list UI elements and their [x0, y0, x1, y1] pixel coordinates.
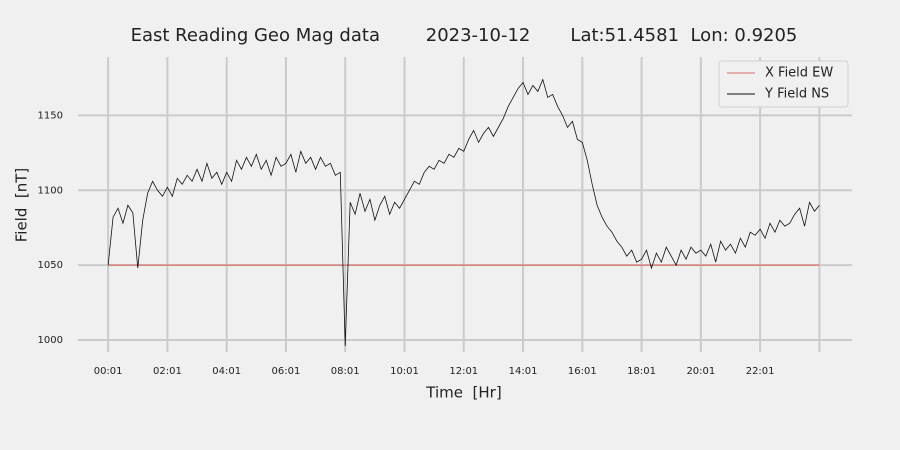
y-axis-label: Field [nT] — [13, 168, 31, 243]
legend-label: Y Field NS — [764, 87, 829, 102]
x-tick-label: 14:01 — [509, 366, 538, 377]
x-tick-label: 06:01 — [272, 366, 301, 377]
data-line — [107, 78, 820, 347]
x-tick-label: 10:01 — [390, 366, 419, 377]
x-tick-label: 04:01 — [212, 366, 241, 377]
x-tick-label: 16:01 — [568, 366, 597, 377]
y-tick-label: 1150 — [38, 110, 63, 121]
x-tick-label: 22:01 — [746, 366, 775, 377]
chart-title: East Reading Geo Mag data 2023-10-12 Lat… — [131, 25, 798, 46]
y-tick-label: 1050 — [38, 260, 63, 271]
legend-label: X Field EW — [765, 66, 833, 81]
x-tick-label: 08:01 — [331, 366, 360, 377]
x-axis-label: Time [Hr] — [425, 384, 501, 402]
x-tick-label: 02:01 — [153, 366, 182, 377]
y-tick-label: 1100 — [38, 185, 63, 196]
x-tick-label: 00:01 — [94, 366, 123, 377]
y-tick-label: 1000 — [38, 335, 63, 346]
x-tick-label: 18:01 — [627, 366, 656, 377]
x-tick-label: 20:01 — [686, 366, 715, 377]
legend: X Field EW Y Field NS — [718, 60, 849, 108]
x-tick-label: 12:01 — [449, 366, 478, 377]
